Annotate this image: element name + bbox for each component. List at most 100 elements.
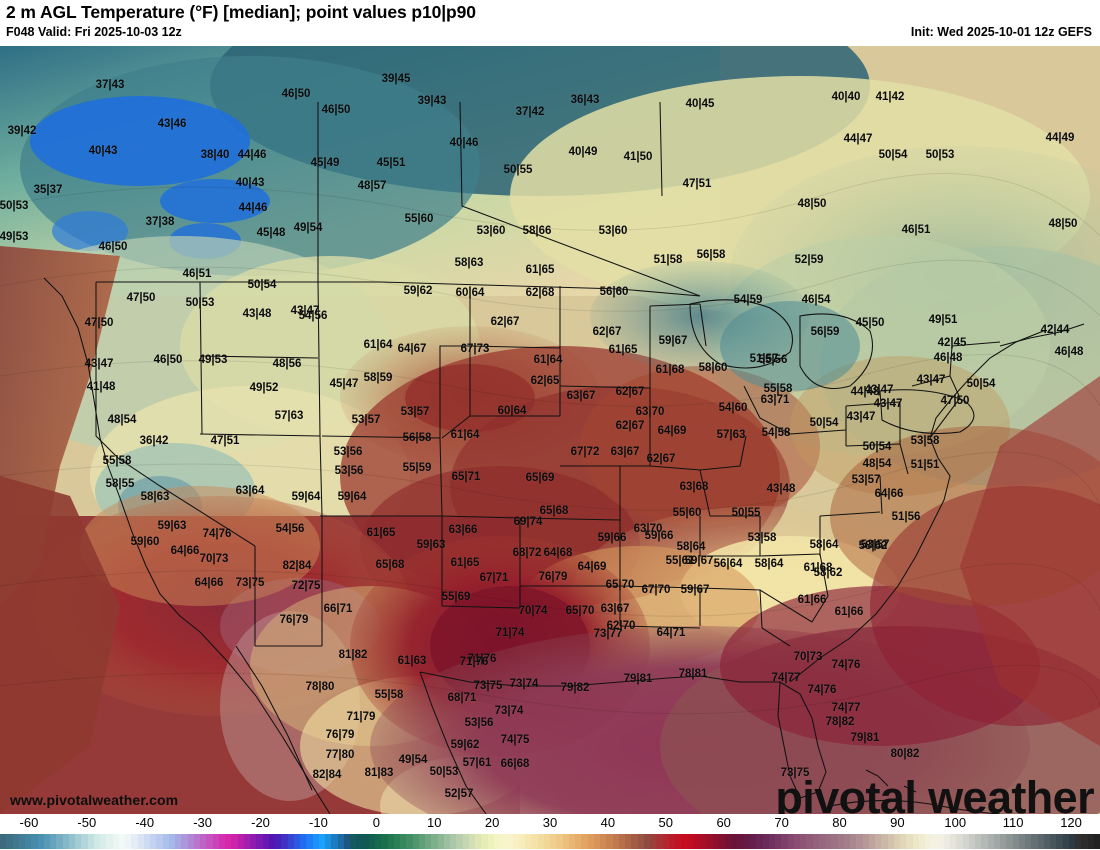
- colorbar-segment: [693, 834, 700, 849]
- colorbar-segment: [431, 834, 438, 849]
- colorbar-segment: [481, 834, 488, 849]
- colorbar-gradient[interactable]: [0, 834, 1100, 849]
- colorbar-segment: [1062, 834, 1069, 849]
- colorbar-segment: [1000, 834, 1007, 849]
- colorbar-tick: 80: [832, 815, 847, 830]
- colorbar-segment: [175, 834, 182, 849]
- colorbar-segment: [562, 834, 569, 849]
- colorbar-segment: [118, 834, 125, 849]
- colorbar-segment: [168, 834, 175, 849]
- colorbar-segment: [881, 834, 888, 849]
- colorbar-segment: [331, 834, 338, 849]
- colorbar-segment: [293, 834, 300, 849]
- temperature-map[interactable]: 37|43 39|42 40|43 43|46 35|37 50|53 38|40 44|46…: [0, 46, 1100, 814]
- colorbar-tick: -40: [135, 815, 155, 830]
- colorbar-segment: [856, 834, 863, 849]
- colorbar-segment: [375, 834, 382, 849]
- colorbar-segment: [131, 834, 138, 849]
- colorbar-segment: [556, 834, 563, 849]
- colorbar-segment: [687, 834, 694, 849]
- contour-lines: [0, 173, 1100, 715]
- colorbar-segment: [718, 834, 725, 849]
- colorbar-segment: [525, 834, 532, 849]
- colorbar-segment: [475, 834, 482, 849]
- colorbar-segment: [1056, 834, 1063, 849]
- colorbar-segment: [6, 834, 13, 849]
- colorbar-segment: [200, 834, 207, 849]
- colorbar-segment: [893, 834, 900, 849]
- colorbar-segment: [150, 834, 157, 849]
- site-url-watermark: www.pivotalweather.com: [10, 792, 179, 808]
- colorbar-segment: [900, 834, 907, 849]
- colorbar-segment: [31, 834, 38, 849]
- colorbar-segment: [543, 834, 550, 849]
- colorbar-segment: [1018, 834, 1025, 849]
- colorbar-tick: 50: [658, 815, 674, 830]
- colorbar-segment: [700, 834, 707, 849]
- colorbar-tick: -10: [309, 815, 328, 830]
- colorbar-tick: 100: [944, 815, 967, 830]
- colorbar-segment: [100, 834, 107, 849]
- colorbar-segment: [793, 834, 800, 849]
- colorbar-segment: [887, 834, 894, 849]
- colorbar-segment: [306, 834, 313, 849]
- colorbar-segment: [818, 834, 825, 849]
- colorbar-segment: [125, 834, 132, 849]
- colorbar-segment: [387, 834, 394, 849]
- colorbar-segment: [587, 834, 594, 849]
- colorbar-segment: [462, 834, 469, 849]
- colorbar[interactable]: -60 -50 -40 -30 -20 -10 0 10 20 30 40 50 60 70 80 90 100…: [0, 814, 1100, 850]
- colorbar-segment: [537, 834, 544, 849]
- colorbar-segment: [912, 834, 919, 849]
- valid-time-label: F048 Valid: Fri 2025-10-03 12z: [6, 25, 182, 39]
- colorbar-segment: [400, 834, 407, 849]
- colorbar-segment: [300, 834, 307, 849]
- colorbar-segment: [181, 834, 188, 849]
- colorbar-segment: [1075, 834, 1082, 849]
- colorbar-segment: [75, 834, 82, 849]
- colorbar-segment: [62, 834, 69, 849]
- colorbar-tick: -30: [193, 815, 213, 830]
- colorbar-segment: [468, 834, 475, 849]
- colorbar-segment: [568, 834, 575, 849]
- colorbar-segment: [243, 834, 250, 849]
- colorbar-segment: [368, 834, 375, 849]
- colorbar-segment: [806, 834, 813, 849]
- colorbar-segment: [493, 834, 500, 849]
- colorbar-segment: [225, 834, 232, 849]
- colorbar-segment: [193, 834, 200, 849]
- colorbar-segment: [393, 834, 400, 849]
- colorbar-segment: [1037, 834, 1044, 849]
- colorbar-segment: [106, 834, 113, 849]
- colorbar-tick: 60: [716, 815, 731, 830]
- colorbar-segment: [875, 834, 882, 849]
- colorbar-segment: [668, 834, 675, 849]
- colorbar-segment: [418, 834, 425, 849]
- colorbar-segment: [643, 834, 650, 849]
- map-canvas: [0, 46, 1100, 814]
- colorbar-tick: 110: [1002, 815, 1024, 830]
- colorbar-segment: [1031, 834, 1038, 849]
- colorbar-segment: [12, 834, 19, 849]
- colorbar-segment: [800, 834, 807, 849]
- colorbar-segment: [325, 834, 332, 849]
- colorbar-segment: [137, 834, 144, 849]
- colorbar-segment: [350, 834, 357, 849]
- colorbar-segment: [187, 834, 194, 849]
- colorbar-tick-labels: -60 -50 -40 -30 -20 -10 0 10 20 30 40 50 60 70 80 90 100…: [0, 814, 1100, 833]
- colorbar-segment: [437, 834, 444, 849]
- colorbar-segment: [68, 834, 75, 849]
- colorbar-segment: [343, 834, 350, 849]
- colorbar-segment: [43, 834, 50, 849]
- colorbar-segment: [250, 834, 257, 849]
- colorbar-segment: [443, 834, 450, 849]
- colorbar-segment: [650, 834, 657, 849]
- colorbar-segment: [281, 834, 288, 849]
- colorbar-segment: [725, 834, 732, 849]
- colorbar-segment: [518, 834, 525, 849]
- temperature-field: [0, 46, 1100, 814]
- colorbar-segment: [843, 834, 850, 849]
- pivotal-weather-logo: pivotal weather: [775, 772, 1094, 814]
- political-boundaries: [43, 101, 1085, 814]
- colorbar-segment: [831, 834, 838, 849]
